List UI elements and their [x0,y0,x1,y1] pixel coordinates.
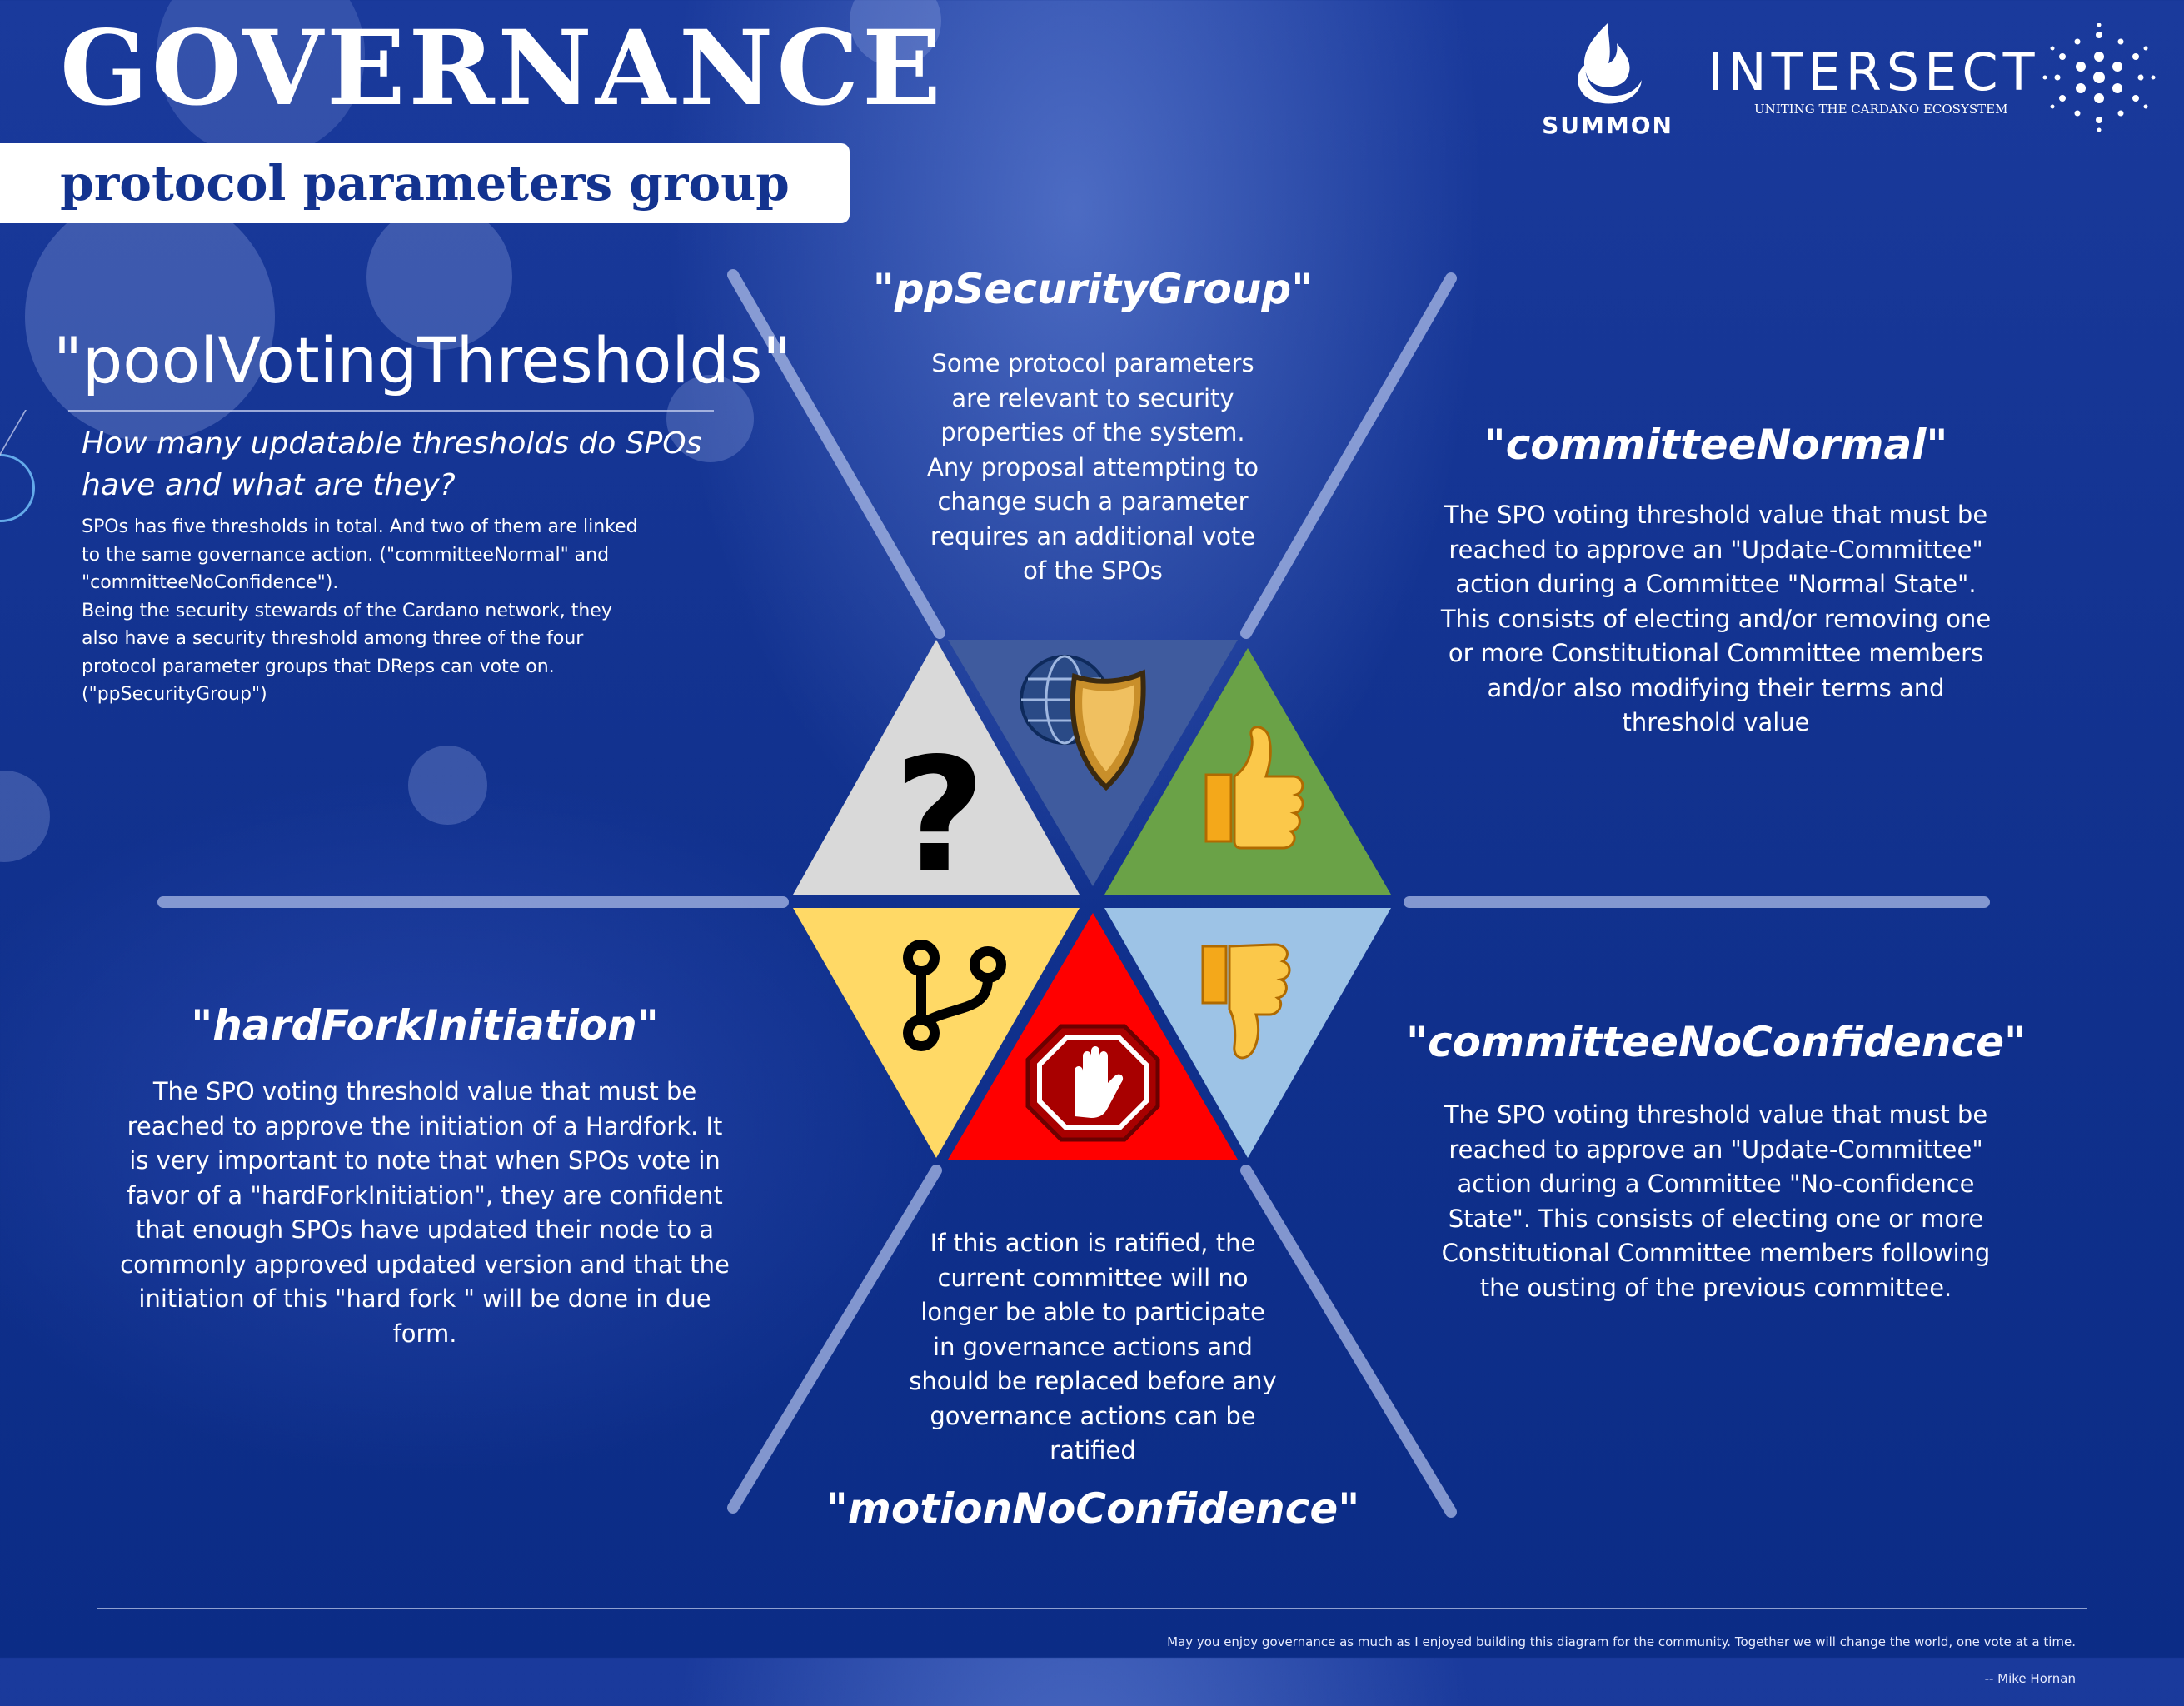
cardano-dots-icon [2042,23,2156,132]
globe-shield-icon [1020,655,1146,791]
hard-fork-title: "hardForkInitiation" [191,1001,659,1050]
flame-icon [1578,23,1642,104]
cardano-logo [2041,23,2157,132]
committee-normal-description: The SPO voting threshold value that must… [1440,501,1992,736]
decor-circle [666,375,754,462]
summon-wordmark: SUMMON [1542,112,1673,139]
pool-question: How many updatable thresholds do SPOs ha… [82,426,702,502]
motion-no-confidence-title: "motionNoConfidence" [825,1484,1360,1533]
pool-title-underline [68,410,714,412]
page-subtitle: protocol parameters group [60,155,790,212]
intersect-tagline: UNITING THE CARDANO ECOSYSTEM [1754,102,2008,117]
hard-fork-description: The SPO voting threshold value that must… [120,1077,730,1348]
pool-voting-title: "poolVotingThresholds" [53,323,792,397]
subtitle-banner: protocol parameters group [0,143,850,223]
thumbs-down-icon [1201,943,1291,1060]
decor-circle [366,204,512,350]
committee-no-confidence-description: The SPO voting threshold value that must… [1441,1100,1991,1302]
decor-circle [25,192,275,441]
intersect-wordmark: INTERSECT [1708,42,2040,102]
pool-description: SPOs has five thresholds in total. And t… [82,516,638,705]
thumbs-up-icon [1204,726,1304,850]
motion-no-confidence-description: If this action is ratified, the current … [909,1229,1277,1464]
hexagon-diagram: ? [157,269,1990,1518]
footer-quote-block: May you enjoy governance as much as I en… [1167,1614,2076,1706]
git-fork-icon [903,940,1006,1051]
summon-logo: SUMMON [1537,18,1678,139]
footer-quote: May you enjoy governance as much as I en… [1167,1634,2076,1649]
page-title: GOVERNANCE [60,8,945,129]
divider-lines [157,269,1990,1518]
committee-normal-title: "committeeNormal" [1483,421,1948,469]
footer-divider [97,1608,2087,1609]
intersect-logo: INTERSECT UNITING THE CARDANO ECOSYSTEM [1708,42,2040,135]
question-triangle [793,640,1080,895]
footer-author: -- Mike Hornan [1984,1671,2076,1686]
security-group-description: Some protocol parameters are relevant to… [927,349,1259,585]
question-mark-icon: ? [894,724,985,908]
decor-circle [408,746,487,825]
stop-hand-icon [1025,1024,1160,1142]
committee-no-confidence-title: "committeeNoConfidence" [1405,1018,2027,1066]
security-group-title: "ppSecurityGroup" [872,265,1314,313]
